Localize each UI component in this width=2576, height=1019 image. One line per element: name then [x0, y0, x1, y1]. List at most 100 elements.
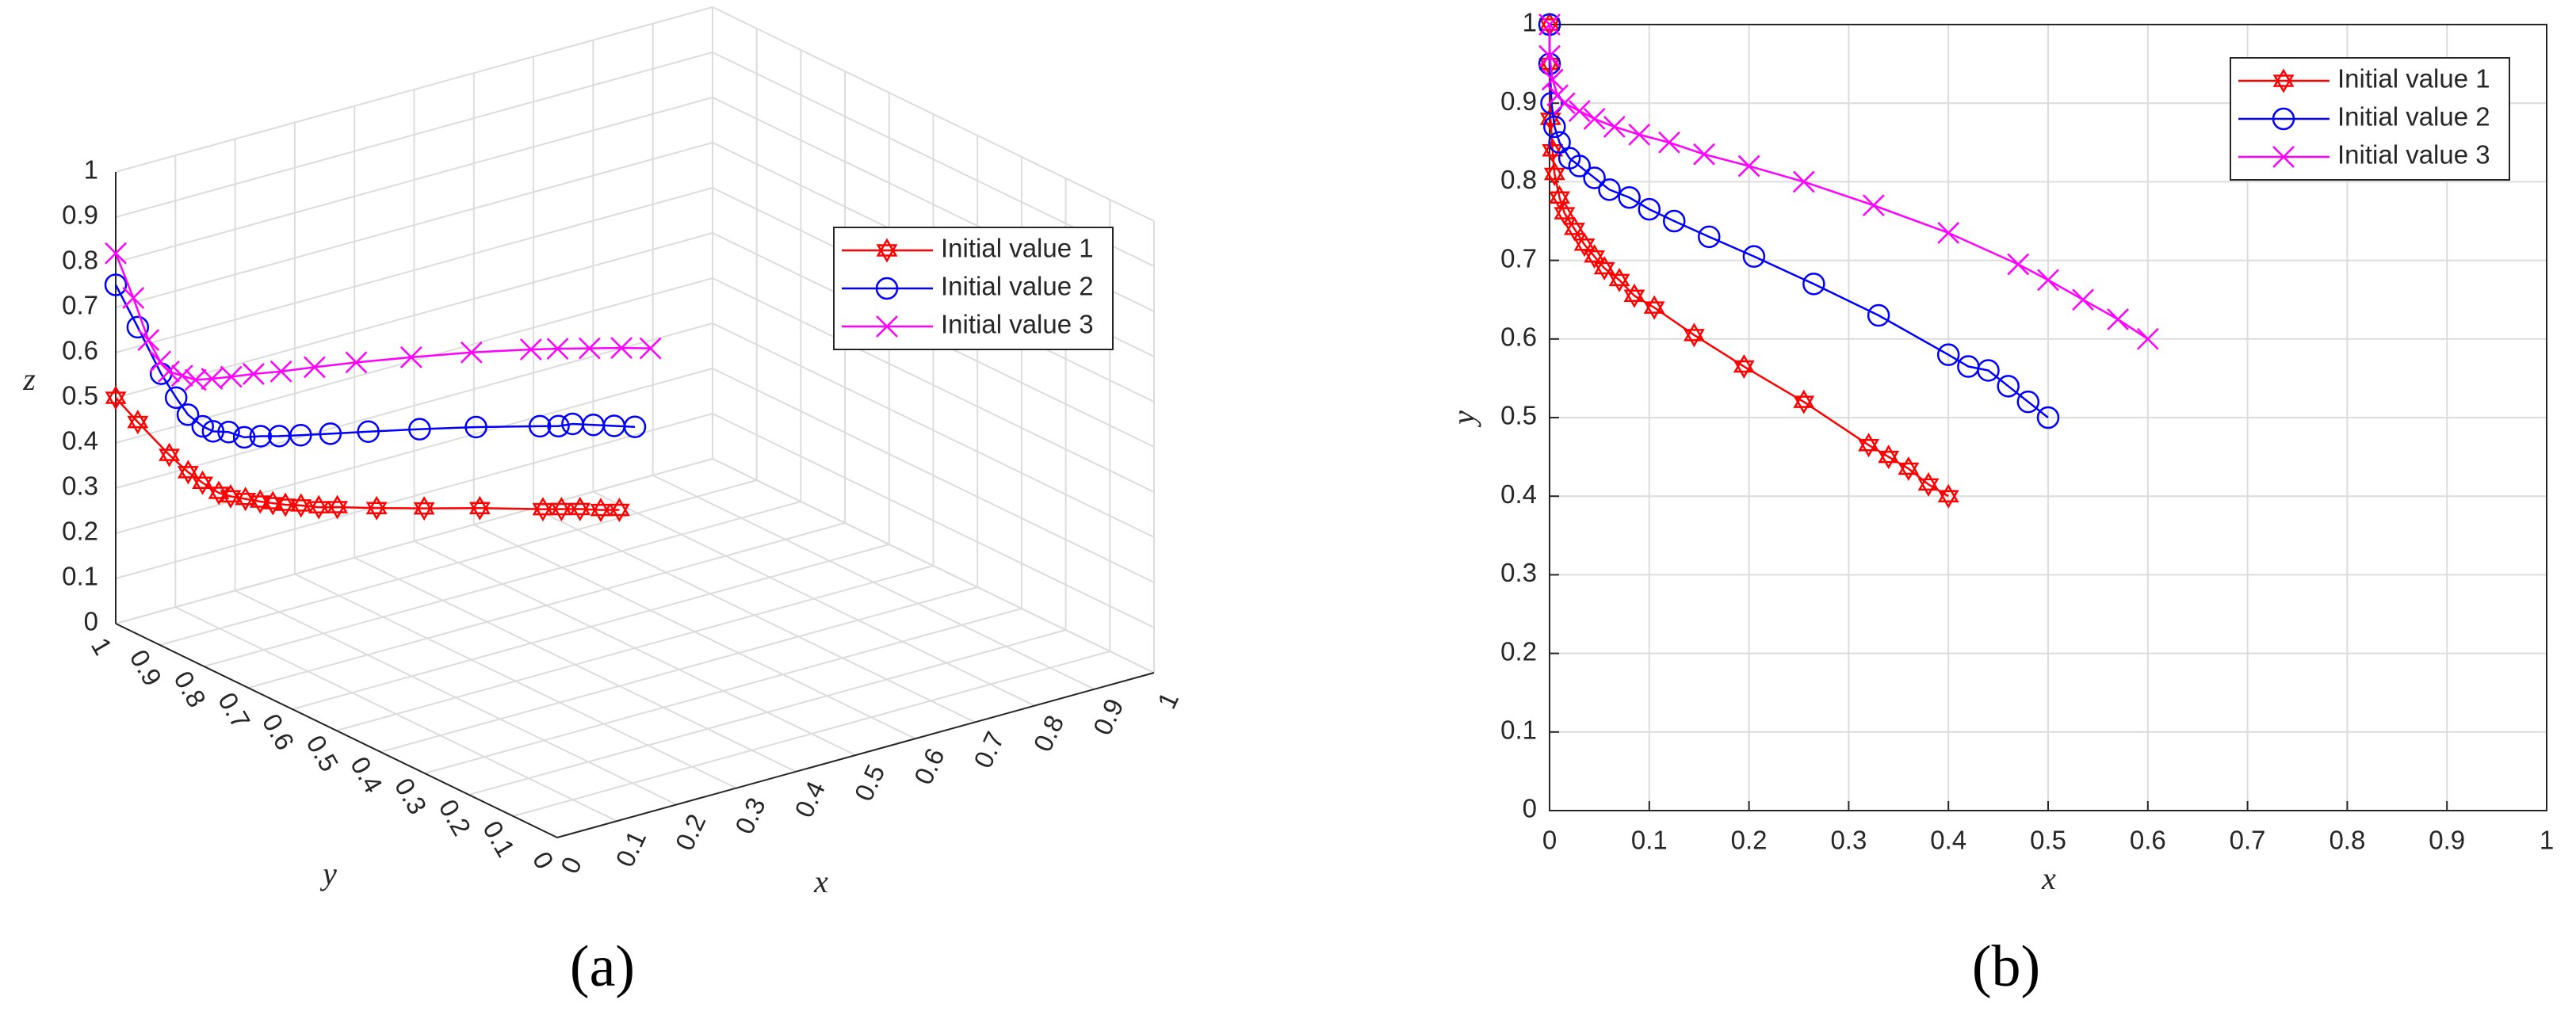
marker [1977, 359, 2000, 382]
legend-marker [876, 315, 898, 338]
y-tick-label: 0.6 [1500, 322, 1537, 352]
legend-marker [2272, 107, 2295, 131]
x-axis-label: x [813, 864, 828, 899]
marker [464, 415, 487, 439]
marker [1538, 13, 1561, 36]
marker [220, 365, 243, 388]
marker [243, 363, 265, 385]
y-tick-label: 0.9 [1500, 86, 1537, 116]
marker [2107, 308, 2129, 330]
marker [590, 498, 612, 523]
x-tick-label: 1 [2540, 826, 2554, 855]
marker [1549, 185, 1571, 210]
marker [1997, 375, 2020, 398]
marker [1658, 131, 1680, 154]
marker [170, 364, 193, 387]
z-tick-label: 0.9 [62, 200, 98, 230]
x-tick-label: 0.2 [1731, 826, 1768, 855]
marker [1683, 322, 1705, 348]
x-tick-label: 0.4 [789, 777, 831, 822]
grid-line [204, 501, 801, 667]
marker [269, 360, 292, 383]
marker [1917, 471, 1940, 497]
marker [308, 494, 330, 520]
marker [1538, 44, 1561, 67]
marker [550, 496, 572, 521]
x-tick-label: 0.6 [908, 743, 950, 788]
marker [1568, 100, 1591, 123]
grid-line [336, 565, 934, 731]
marker [468, 495, 491, 521]
marker [608, 497, 630, 523]
marker [235, 487, 257, 512]
grid-line [712, 368, 1155, 583]
y-tick-label: 0.4 [345, 751, 388, 797]
marker [2016, 390, 2040, 414]
x-tick-label: 0 [555, 853, 587, 878]
grid-line [292, 544, 890, 710]
marker [569, 496, 591, 521]
grid-line [115, 142, 713, 308]
y-tick-label: 0.4 [1500, 479, 1537, 509]
z-tick-label: 0.5 [62, 381, 98, 410]
marker [1557, 147, 1581, 170]
marker [267, 425, 291, 448]
x-tick-label: 0.7 [968, 727, 1010, 773]
marker [1541, 68, 1564, 91]
marker [413, 496, 435, 521]
legend-label: Initial value 1 [941, 234, 1094, 263]
marker [519, 338, 542, 361]
marker [149, 350, 172, 373]
x-tick-label: 0.9 [1087, 694, 1129, 739]
marker [104, 273, 128, 296]
marker [249, 425, 273, 448]
y-tick-label: 0.2 [1500, 636, 1537, 666]
marker [1638, 197, 1661, 221]
marker [1543, 115, 1566, 139]
marker [1538, 13, 1561, 36]
y-tick-label: 0.7 [212, 687, 256, 733]
marker [582, 413, 605, 437]
marker [1538, 52, 1561, 75]
marker [201, 420, 225, 443]
marker [290, 493, 312, 518]
marker [1793, 389, 1815, 414]
marker [2036, 406, 2060, 429]
y-tick-label: 0 [527, 846, 560, 873]
marker [184, 368, 207, 391]
axis-line [115, 623, 558, 838]
marker [1643, 295, 1665, 320]
y-tick-label: 0.3 [389, 773, 433, 819]
grid-line [468, 629, 1066, 796]
marker [303, 356, 326, 379]
x-tick-label: 0 [1542, 826, 1557, 855]
z-tick-label: 1 [84, 155, 98, 185]
x-tick-label: 1 [1152, 688, 1184, 713]
marker [1623, 283, 1645, 308]
marker [192, 470, 214, 495]
marker [1936, 343, 1960, 366]
x-tick-label: 0.2 [670, 810, 712, 855]
y-axis-label: y [1446, 410, 1481, 428]
marker [532, 497, 554, 522]
marker [1898, 456, 1920, 481]
y-axis-label: y [319, 856, 337, 891]
marker [1568, 155, 1591, 177]
marker [547, 414, 570, 438]
legend-label: Initial value 1 [2337, 64, 2490, 94]
caption: (b) [1972, 934, 2040, 999]
y-tick-label: 0.1 [1500, 716, 1537, 745]
marker [122, 287, 145, 309]
axis-line [556, 672, 1155, 838]
marker [105, 385, 127, 410]
marker [289, 423, 312, 447]
x-tick-label: 0.5 [2030, 826, 2066, 855]
marker [399, 346, 422, 368]
marker [610, 337, 633, 359]
x-tick-label: 0.4 [1930, 826, 1966, 855]
y-tick-label: 0.5 [300, 730, 344, 776]
y-tick-label: 1 [1523, 8, 1537, 37]
x-tick-label: 0.7 [2230, 826, 2266, 855]
marker [327, 494, 349, 520]
marker [623, 415, 647, 438]
